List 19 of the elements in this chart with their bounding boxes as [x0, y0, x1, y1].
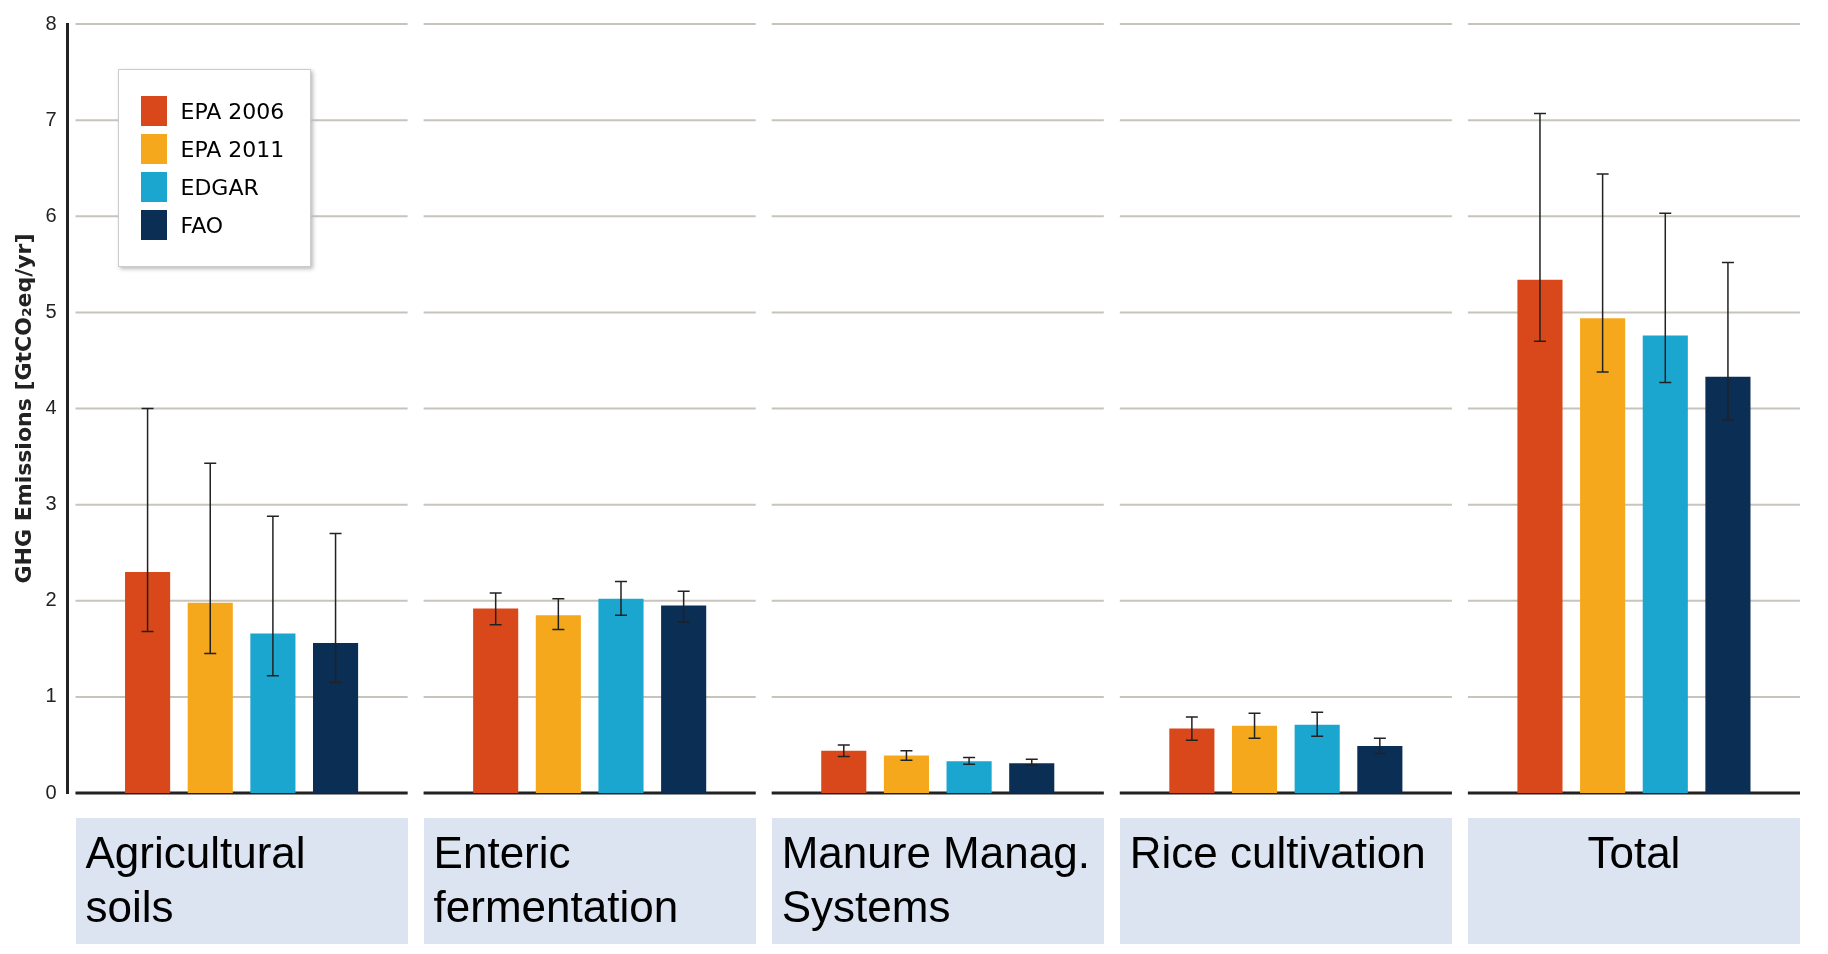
legend-label: EPA 2006 — [180, 98, 285, 124]
y-tick-label: 4 — [45, 396, 57, 419]
x-tick-label: Total — [1467, 818, 1800, 944]
y-tick-label: 7 — [45, 107, 57, 130]
y-tick-label: 0 — [45, 780, 57, 803]
legend-label: EDGAR — [180, 174, 259, 200]
y-tick-label: 3 — [45, 492, 57, 515]
x-tick-label: Enteric fermentation — [423, 818, 756, 944]
x-tick-label: Agricultural soils — [75, 818, 408, 944]
legend-label: EPA 2011 — [180, 136, 285, 162]
y-tick-label: 1 — [45, 684, 57, 707]
y-tick-label: 2 — [45, 588, 57, 611]
y-tick-label: 6 — [45, 203, 57, 226]
y-axis-title: GHG Emissions [GtCO₂eq/yr] — [10, 233, 36, 584]
y-tick-label: 8 — [45, 11, 57, 34]
y-tick-label: 5 — [45, 299, 57, 322]
legend-label: FAO — [180, 212, 224, 238]
x-tick-label: Rice cultivation — [1119, 818, 1452, 944]
x-tick-label: Manure Manag. Systems — [771, 818, 1104, 944]
